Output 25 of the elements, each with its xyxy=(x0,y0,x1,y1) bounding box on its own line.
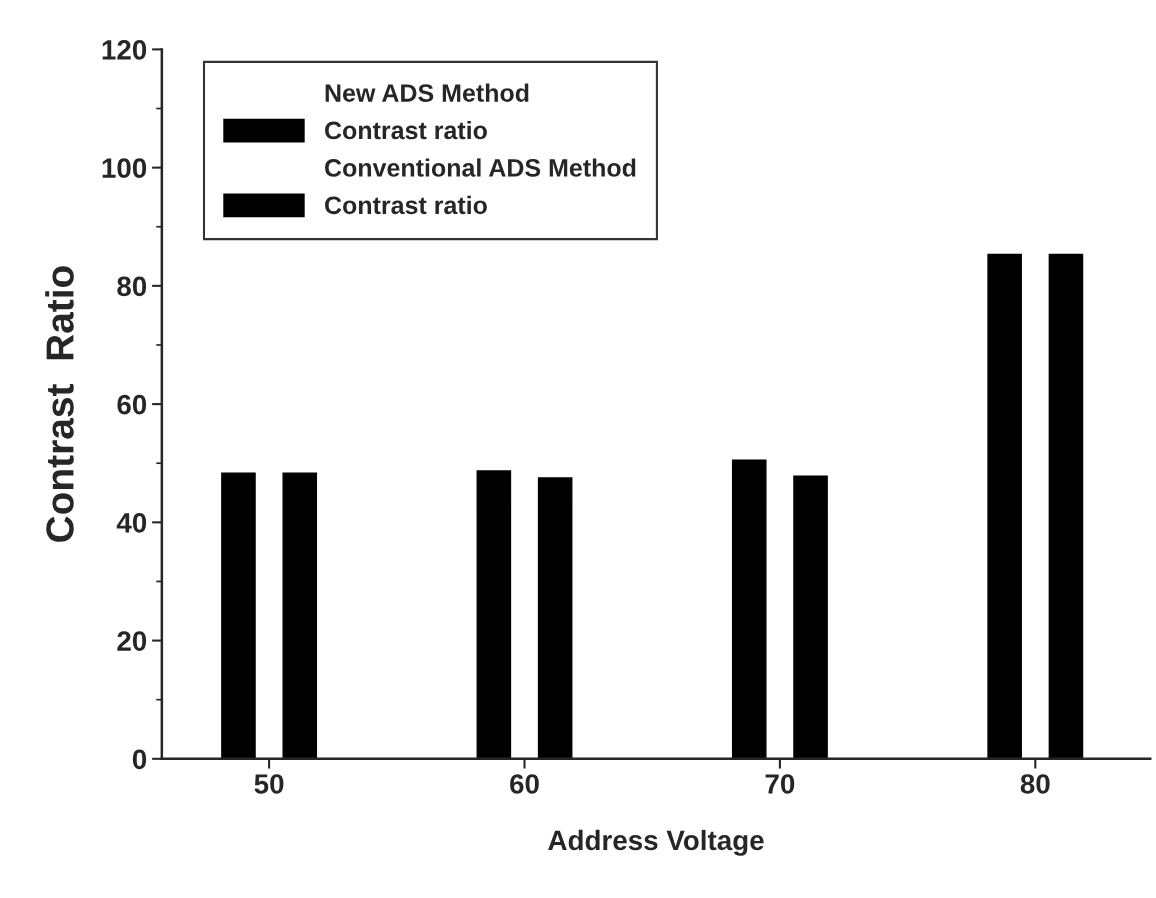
bar xyxy=(537,477,573,759)
y-tick-label: 20 xyxy=(117,631,147,651)
y-tick-label: 80 xyxy=(117,276,147,297)
y-tick-label: 0 xyxy=(132,749,147,770)
y-tick-label: 120 xyxy=(102,40,147,60)
x-tick-label: 70 xyxy=(765,774,795,794)
annotation: New ADS Method xyxy=(325,83,529,102)
bar xyxy=(1048,253,1084,759)
legend-label: Contrast ratio xyxy=(325,120,487,140)
bar xyxy=(282,472,318,759)
y-axis-title: Contrast Ratio xyxy=(45,266,74,542)
legend-label: Contrast ratio xyxy=(325,195,487,215)
y-tick-label: 40 xyxy=(116,513,147,533)
y-tick-label: 100 xyxy=(102,158,147,178)
bar xyxy=(221,472,256,759)
y-tick-label: 60 xyxy=(117,394,147,415)
bar xyxy=(476,470,512,759)
bar xyxy=(793,475,828,759)
x-tick-label: 80 xyxy=(1020,774,1050,794)
bar xyxy=(731,459,767,759)
bar xyxy=(987,253,1022,759)
x-axis-title: Address Voltage xyxy=(548,829,764,856)
annotation: Conventional ADS Method xyxy=(325,158,636,177)
x-tick-label: 50 xyxy=(254,774,284,794)
x-tick-label: 60 xyxy=(510,774,539,794)
